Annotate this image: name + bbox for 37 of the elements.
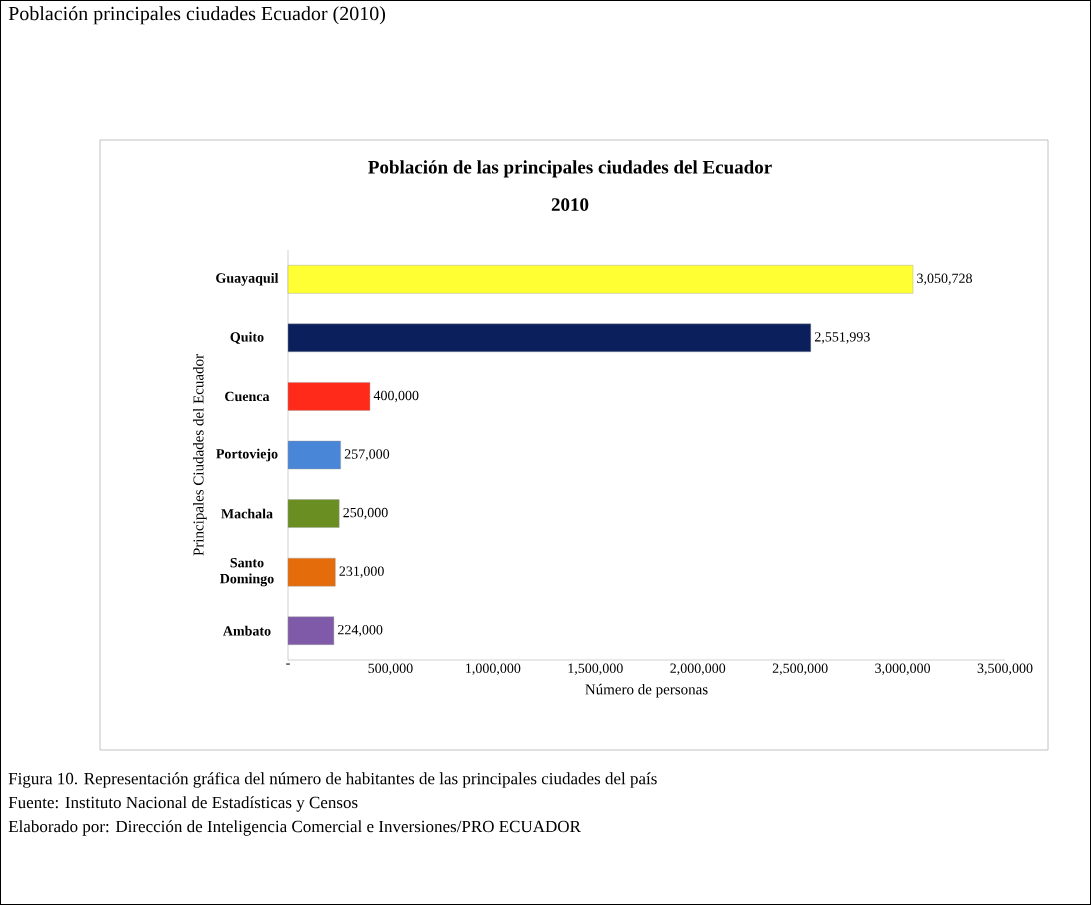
bar: [287, 499, 340, 528]
y-tick-label: Ambato: [223, 625, 271, 636]
source-note: Fuente: Instituto Nacional de Estadísticas y Censos: [8, 796, 358, 812]
data-label: 2,551,993: [814, 332, 870, 344]
bar: [287, 382, 371, 411]
text: Población principales ciudades Ecuador (2010): [8, 6, 386, 25]
bar: [287, 616, 335, 645]
y-tick-label: Cuenca: [225, 391, 270, 402]
bar: [287, 265, 914, 294]
x-tick-label: 3,500,000: [977, 663, 1033, 675]
data-label: 231,000: [339, 566, 384, 578]
bar: [287, 323, 811, 353]
data-label: 224,000: [338, 624, 383, 637]
x-tick-label: 1,000,000: [466, 663, 521, 675]
data-label: 3,050,728: [917, 273, 972, 286]
x-axis-title: Número de personas: [585, 683, 708, 698]
text: Figura 10. Representación gráfica del número de habitantes de las principales ciudades del país: [8, 772, 657, 788]
x-tick-label: 1,500,000: [568, 663, 623, 675]
chart-title: Población de las principales ciudades del Ecuador: [368, 160, 772, 178]
text: Elaborado por: Dirección de Inteligencia Comercial e Inversiones/PRO ECUADOR: [8, 820, 581, 836]
bar: [287, 557, 336, 587]
x-tick-label: 2,000,000: [670, 663, 726, 675]
y-axis-title: Principales Ciudades del Ecuador: [193, 354, 207, 556]
y-tick-label: Santo Domingo: [220, 557, 274, 587]
data-label: 400,000: [373, 390, 419, 403]
chart-subtitle: 2010: [551, 198, 589, 212]
y-tick-label: Guayaquil: [216, 272, 279, 286]
y-tick-label: Quito: [230, 331, 264, 344]
x-tick-label: 2,500,000: [772, 663, 828, 675]
y-tick-label: Portoviejo: [216, 448, 278, 462]
y-tick-label: Machala: [221, 508, 273, 519]
x-tick-label: 500,000: [368, 663, 413, 675]
data-label: 257,000: [344, 449, 390, 461]
bar: [287, 440, 341, 470]
x-tick-label: -: [286, 663, 290, 665]
data-label: 250,000: [343, 507, 388, 520]
x-tick-label: 3,000,000: [875, 663, 931, 675]
